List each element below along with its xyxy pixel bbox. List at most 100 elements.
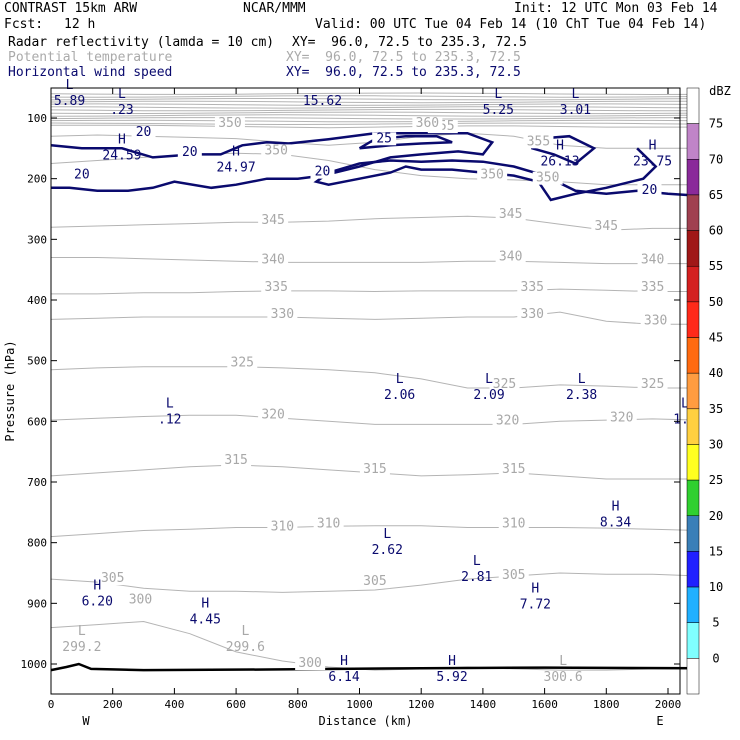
isentrope-label: 320 — [610, 410, 633, 425]
extremum-value: 2.06 — [384, 388, 415, 403]
colorbar-swatch — [686, 230, 700, 267]
x-tick-label: 2000 — [655, 698, 682, 711]
contour-labels: 300 300 305 305 305 310 310 310 315 315 315 320 320 3… — [69, 116, 671, 671]
high-marker: H — [556, 139, 564, 154]
plot-frame — [50, 87, 681, 695]
y-tick-label: 800 — [27, 537, 47, 550]
west-label: W — [82, 714, 90, 728]
high-marker: H — [118, 132, 126, 147]
isentrope-label-bg — [313, 517, 344, 531]
isentrope-label: 315 — [224, 453, 247, 468]
x-tick-label: 0 — [48, 698, 55, 711]
isentrope-label: 345 — [499, 207, 522, 222]
x-tick-label: 800 — [288, 698, 308, 711]
isentrope-label: 300 — [129, 592, 152, 607]
isentrope-label: 350 — [218, 116, 241, 131]
extremum-value: .23 — [110, 103, 133, 118]
low-marker: L — [383, 527, 391, 542]
x-axis-title: Distance (km) — [319, 714, 413, 728]
y-tick-label: 1000 — [21, 658, 48, 671]
org-label: NCAR/MMM — [243, 1, 306, 16]
isentrope-label: 360 — [416, 116, 439, 131]
low-marker: L — [78, 624, 86, 639]
colorbar-swatch — [686, 479, 700, 517]
isentrope-label-bg — [221, 453, 252, 467]
extremum-value: 6.14 — [328, 670, 359, 685]
isentrope-label: 325 — [641, 377, 664, 392]
isentrope-label-bg — [637, 280, 668, 294]
isentrope-label-bg — [412, 117, 443, 131]
isentrope-335 — [51, 288, 699, 295]
isentrope-upper — [50, 119, 699, 123]
isentrope-label-bg — [517, 308, 548, 322]
valid-time: Valid: 00 UTC Tue 04 Feb 14 (10 ChT Tue … — [315, 17, 707, 32]
high-marker: H — [93, 578, 101, 593]
colorbar-tick-label: 0 — [712, 651, 719, 665]
isentrope-label: 305 — [363, 574, 386, 589]
isentrope-label: 350 — [264, 143, 287, 158]
isentrope-upper — [50, 117, 699, 120]
x-tick-label: 400 — [164, 698, 184, 711]
isentrope-label-bg — [477, 168, 508, 182]
extremum-value: .12 — [158, 412, 181, 427]
isentrope-upper — [50, 122, 699, 126]
fcst-value: 12 h — [64, 17, 96, 32]
isentrope-label-bg — [606, 411, 637, 425]
isentrope-label-bg — [267, 520, 298, 534]
high-marker: H — [340, 654, 348, 669]
isentrope-upper — [50, 106, 699, 109]
x-tick-label: 1800 — [593, 698, 620, 711]
extremum-value: 5.92 — [436, 670, 467, 685]
x-tick-label: 1000 — [346, 698, 373, 711]
isentrope-label-bg — [640, 314, 671, 328]
colorbar-swatch — [686, 408, 700, 445]
colorbar-tick-label: 15 — [709, 544, 723, 558]
colorbar-tick-label: 40 — [709, 366, 723, 380]
isentrope-label: 330 — [521, 307, 544, 322]
isentrope-label-bg — [495, 250, 526, 264]
y-tick-label: 600 — [27, 415, 47, 428]
colorbar-tick-label: 10 — [709, 580, 723, 594]
colorbar-tick-label: 65 — [709, 188, 723, 202]
isentrope-upper — [50, 92, 699, 96]
isentrope-label: 325 — [493, 377, 516, 392]
high-marker: H — [649, 139, 657, 154]
y-tick-label: 400 — [27, 294, 47, 307]
colorbar-tick-label: 5 — [712, 616, 719, 630]
isentrope-label-bg — [261, 144, 292, 158]
isentrope-label-bg — [261, 280, 292, 294]
y-tick-label: 300 — [27, 233, 47, 246]
colorbar-swatch — [686, 444, 700, 481]
low-marker: L — [118, 87, 126, 102]
isentrope-label: 340 — [499, 250, 522, 265]
low-marker: L — [485, 372, 493, 387]
isentrope-320 — [50, 414, 699, 425]
isentrope-label-bg — [523, 135, 554, 149]
low-marker: L — [66, 78, 74, 93]
isentrope-350 — [50, 152, 699, 186]
extremum-value: 300.6 — [544, 670, 583, 685]
x-tick-label: 600 — [226, 698, 246, 711]
isentrope-label-bg — [359, 575, 390, 589]
isentrope-upper — [50, 100, 699, 104]
init-time: Init: 12 UTC Mon 03 Feb 14 — [514, 1, 718, 16]
isentrope-label: 330 — [271, 307, 294, 322]
low-marker: L — [241, 624, 249, 639]
wind-label-bg — [177, 146, 202, 160]
isentrope-label-bg — [267, 308, 298, 322]
colorbar-tick-label: 60 — [709, 224, 723, 238]
isentrope-label: 305 — [101, 571, 124, 586]
y-tick-label: 700 — [27, 476, 47, 489]
isentrope-label: 355 — [527, 134, 550, 149]
low-marker: L — [166, 396, 174, 411]
colorbar-swatch — [686, 159, 700, 196]
isentrope-label-bg — [258, 253, 289, 267]
isentrope-label-bg — [492, 414, 523, 428]
isentrope-label: 305 — [502, 568, 525, 583]
isentrope-label: 315 — [502, 462, 525, 477]
wind-label-25: 25 — [376, 131, 392, 146]
isentrope-label-bg — [637, 377, 668, 391]
extremum-value: 7.72 — [520, 597, 551, 612]
isentrope-label-bg — [359, 462, 390, 476]
